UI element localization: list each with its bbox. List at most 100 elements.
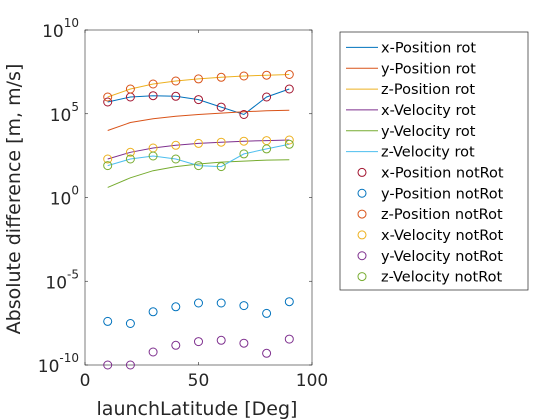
legend-entry: y-Position notRot	[357, 186, 504, 202]
x-axis-ticks: 0 50 100	[80, 30, 328, 391]
data-point	[103, 316, 113, 326]
data-point	[194, 161, 203, 171]
data-point	[194, 298, 203, 308]
data-point	[103, 97, 113, 107]
series-line	[107, 109, 290, 131]
data-point	[262, 308, 272, 318]
data-point	[239, 71, 249, 81]
legend-entry: y-Velocity notRot	[357, 249, 503, 265]
legend-entry: x-Velocity notRot	[357, 228, 503, 244]
legend-entry: z-Velocity notRot	[357, 270, 503, 286]
data-point	[171, 340, 181, 350]
series-11	[103, 334, 294, 370]
y-axis-label: Absolute difference [m, m/s]	[3, 64, 25, 335]
data-point	[284, 139, 294, 149]
legend-entry: x-Position rot	[346, 40, 476, 56]
data-point	[148, 347, 158, 357]
series-3	[107, 74, 290, 98]
legend-box	[339, 31, 529, 291]
legend-swatch	[357, 188, 367, 198]
legend-entry: z-Position rot	[346, 82, 475, 98]
legend-label: x-Velocity notRot	[381, 228, 503, 244]
y-tick-label: 10-10	[38, 351, 79, 377]
series-8	[103, 297, 294, 328]
data-point	[103, 360, 113, 370]
x-tick-label: 0	[80, 371, 91, 391]
data-point	[148, 307, 158, 317]
data-point	[262, 70, 272, 80]
data-point	[239, 338, 249, 348]
series-2	[107, 109, 290, 131]
data-point	[216, 298, 226, 308]
legend-label: y-Velocity rot	[381, 124, 476, 140]
data-point	[171, 154, 181, 164]
legend-label: y-Position rot	[381, 61, 476, 77]
data-point	[103, 161, 113, 171]
legend-swatch	[357, 230, 367, 240]
series-line	[107, 159, 290, 188]
legend-swatch	[357, 251, 367, 261]
series-9	[103, 70, 294, 102]
data-point	[171, 302, 181, 312]
data-point	[125, 319, 135, 328]
series-line	[107, 74, 290, 98]
legend-label: z-Velocity rot	[381, 145, 475, 161]
legend-label: x-Velocity rot	[381, 103, 476, 119]
series-line	[107, 139, 290, 160]
data-point	[148, 91, 158, 101]
data-point	[284, 334, 294, 344]
legend-entry: x-Position notRot	[357, 165, 504, 181]
data-point	[194, 95, 203, 105]
legend-entry: y-Position rot	[346, 61, 476, 77]
data-point	[284, 84, 294, 94]
data-point	[262, 92, 272, 102]
legend-label: z-Position notRot	[381, 207, 503, 223]
data-point	[216, 72, 226, 82]
series-5	[107, 159, 290, 188]
series-7	[103, 84, 294, 119]
legend-label: y-Velocity notRot	[381, 249, 503, 265]
data-point	[239, 149, 249, 159]
data-point	[284, 135, 294, 145]
legend-entry: y-Velocity rot	[346, 124, 476, 140]
data-point	[148, 151, 158, 161]
y-tick-label: 100	[50, 184, 79, 210]
x-tick-label: 50	[188, 371, 210, 391]
legend-swatch	[357, 272, 367, 282]
x-tick-label: 100	[296, 371, 328, 391]
data-point	[262, 348, 272, 358]
data-point	[148, 79, 158, 89]
legend-entry: x-Velocity rot	[346, 103, 476, 119]
series-4	[107, 139, 290, 160]
data-point	[125, 154, 135, 164]
data-point	[239, 301, 249, 311]
data-point	[262, 144, 272, 154]
data-point	[103, 154, 113, 164]
data-point	[171, 91, 181, 101]
data-point	[171, 76, 181, 86]
data-point	[125, 147, 135, 157]
data-point	[194, 337, 203, 347]
y-tick-label: 10-5	[45, 267, 79, 293]
data-point	[125, 360, 135, 370]
series-6	[107, 143, 290, 168]
y-tick-label: 1010	[42, 16, 79, 42]
data-point	[216, 162, 226, 172]
legend-entry: z-Velocity rot	[346, 145, 475, 161]
data-point	[194, 74, 203, 84]
series-line	[107, 143, 290, 168]
legend-label: y-Position notRot	[381, 186, 504, 202]
data-point	[125, 84, 135, 94]
data-point	[284, 297, 294, 307]
legend-label: z-Position rot	[381, 82, 475, 98]
legend-swatch	[357, 167, 367, 177]
legend-label: x-Position rot	[381, 40, 476, 56]
data-point	[194, 138, 203, 148]
series-line	[107, 88, 290, 116]
data-point	[239, 136, 249, 146]
data-point	[239, 110, 249, 119]
data-point	[216, 102, 226, 112]
series-12	[103, 139, 294, 172]
y-axis-ticks: 10-10 10-5 100 105 1010	[38, 16, 312, 377]
